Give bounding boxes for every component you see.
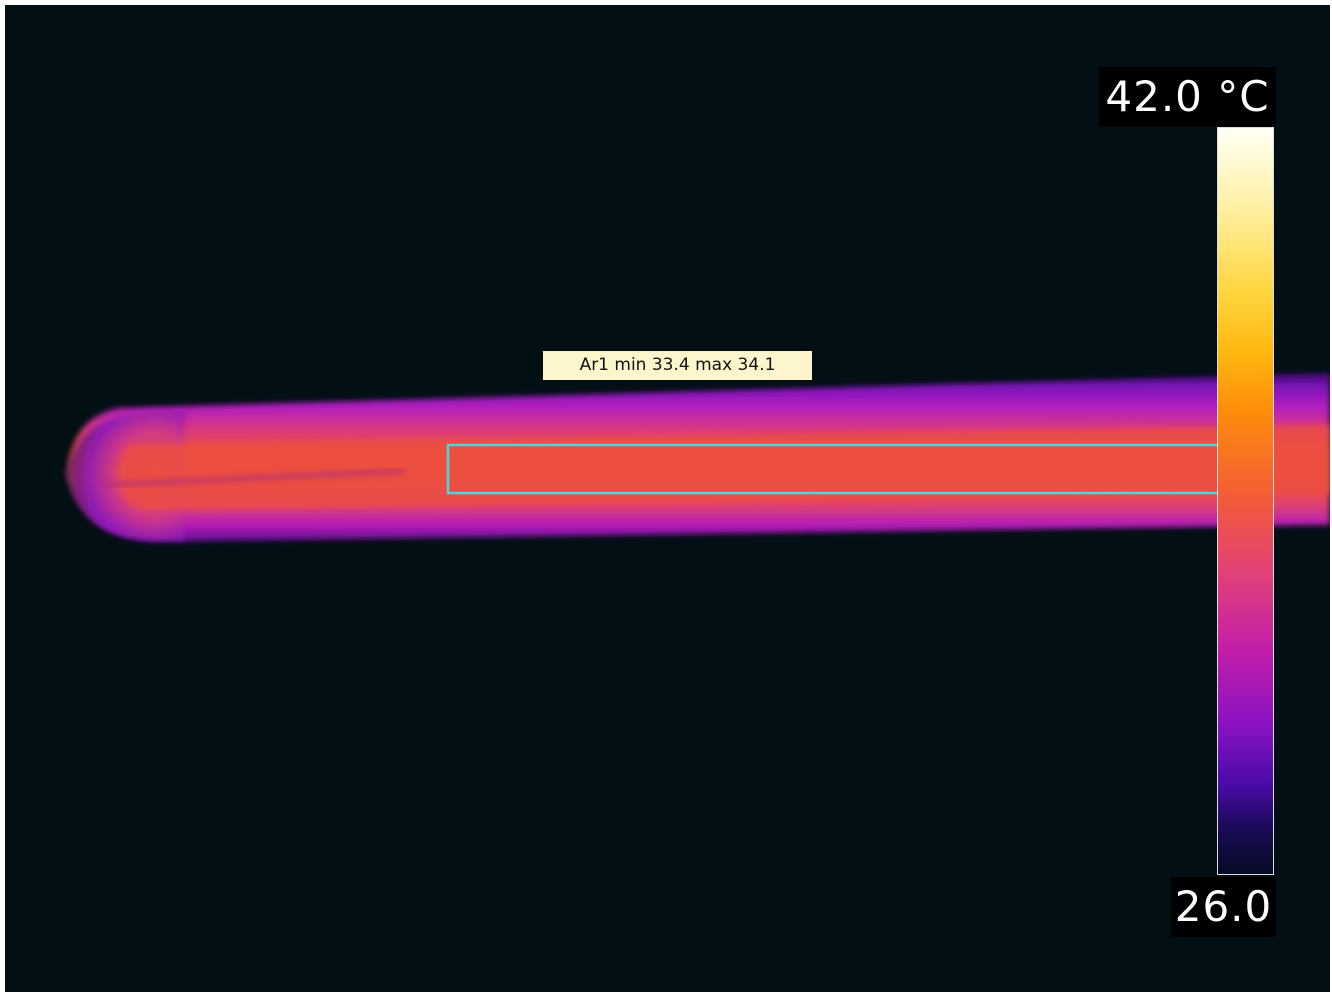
scale-max-label: 42.0 °C (1099, 67, 1276, 127)
temperature-color-scale (1217, 127, 1274, 875)
thermal-image (5, 5, 1330, 992)
measurement-area-label[interactable]: Ar1 min 33.4 max 34.1 (543, 351, 812, 380)
scale-min-label: 26.0 (1171, 877, 1276, 937)
thermal-image-viewport[interactable]: Ar1 min 33.4 max 34.1 42.0 °C 26.0 (5, 5, 1330, 992)
